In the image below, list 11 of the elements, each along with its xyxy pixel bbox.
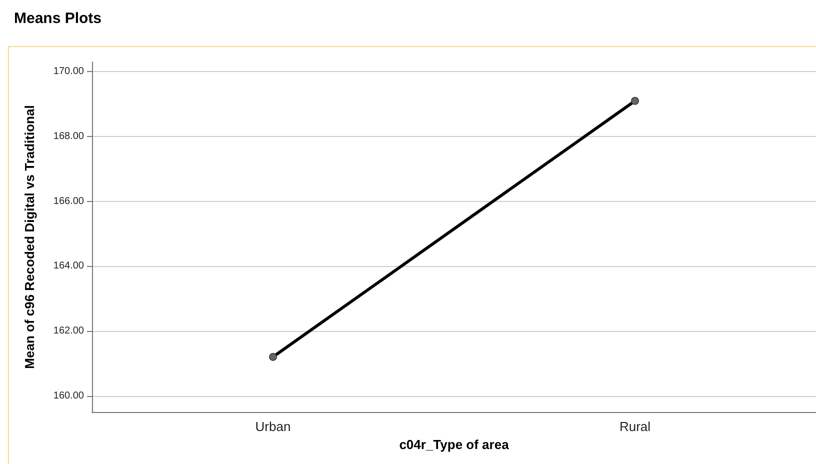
y-tick-label: 160.00 [53,390,84,402]
y-tick-label: 168.00 [53,131,84,142]
x-tick-label: Urban [255,419,291,434]
y-tick-label: 164.00 [53,260,84,272]
chart-title: Means Plots [14,10,102,27]
x-axis-title: c04r_Type of area [399,437,510,452]
y-tick-label: 166.00 [53,196,84,207]
y-tick-label: 170.00 [53,66,84,78]
y-tick-label: 162.00 [53,325,84,336]
y-axis-title: Mean of c96 Recoded Digital vs Traditional [22,105,37,369]
x-tick-label: Rural [619,419,651,434]
